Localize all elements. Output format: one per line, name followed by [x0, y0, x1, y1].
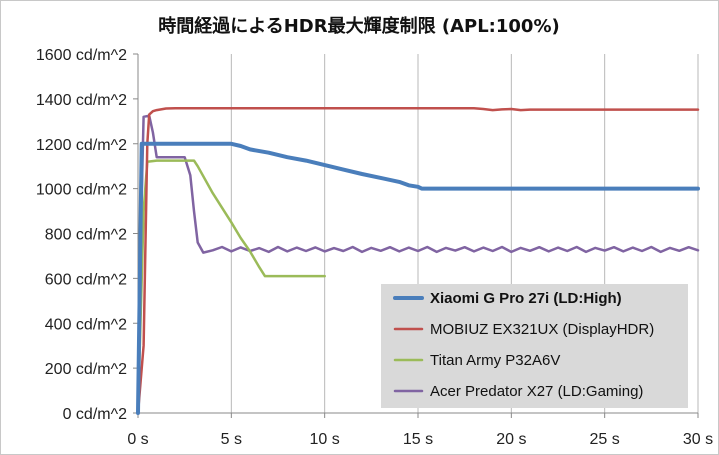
series-line-0 [136, 141, 700, 415]
x-tick-label: 30 s [683, 431, 713, 448]
legend-label-3: Acer Predator X27 (LD:Gaming) [430, 383, 643, 400]
series-line-1 [136, 107, 700, 415]
x-tick-label: 15 s [403, 431, 433, 448]
x-axis-ticks: 0 s 5 s 10 s 15 s 20 s 25 s 30 s [127, 413, 713, 448]
y-tick-label: 800 cd/m^2 [45, 227, 127, 244]
y-axis-ticks: 0 cd/m^2 200 cd/m^2 400 cd/m^2 600 cd/m^2 80… [36, 47, 138, 423]
y-tick-label: 600 cd/m^2 [45, 271, 127, 288]
y-tick-label: 1200 cd/m^2 [36, 137, 127, 154]
x-tick-label: 5 s [221, 431, 242, 448]
legend-label-1: MOBIUZ EX321UX (DisplayHDR) [430, 321, 654, 338]
y-tick-label: 400 cd/m^2 [45, 316, 127, 333]
legend: Xiaomi G Pro 27i (LD:High) MOBIUZ EX321UX… [381, 284, 688, 408]
x-tick-label: 0 s [127, 431, 148, 448]
y-tick-label: 1000 cd/m^2 [36, 182, 127, 199]
x-tick-label: 25 s [590, 431, 620, 448]
series-line-2 [136, 159, 326, 415]
y-tick-label: 200 cd/m^2 [45, 361, 127, 378]
series-line-3 [136, 114, 700, 415]
y-tick-label: 1400 cd/m^2 [36, 92, 127, 109]
x-tick-label: 10 s [310, 431, 340, 448]
y-tick-label: 0 cd/m^2 [63, 406, 128, 423]
series-lines [136, 107, 700, 415]
chart-title: 時間経過によるHDR最大輝度制限 (APL:100%) [158, 15, 559, 37]
legend-box [381, 284, 688, 408]
legend-label-2: Titan Army P32A6V [430, 352, 560, 369]
x-tick-label: 20 s [496, 431, 526, 448]
y-tick-label: 1600 cd/m^2 [36, 47, 127, 64]
legend-label-0: Xiaomi G Pro 27i (LD:High) [430, 290, 622, 307]
